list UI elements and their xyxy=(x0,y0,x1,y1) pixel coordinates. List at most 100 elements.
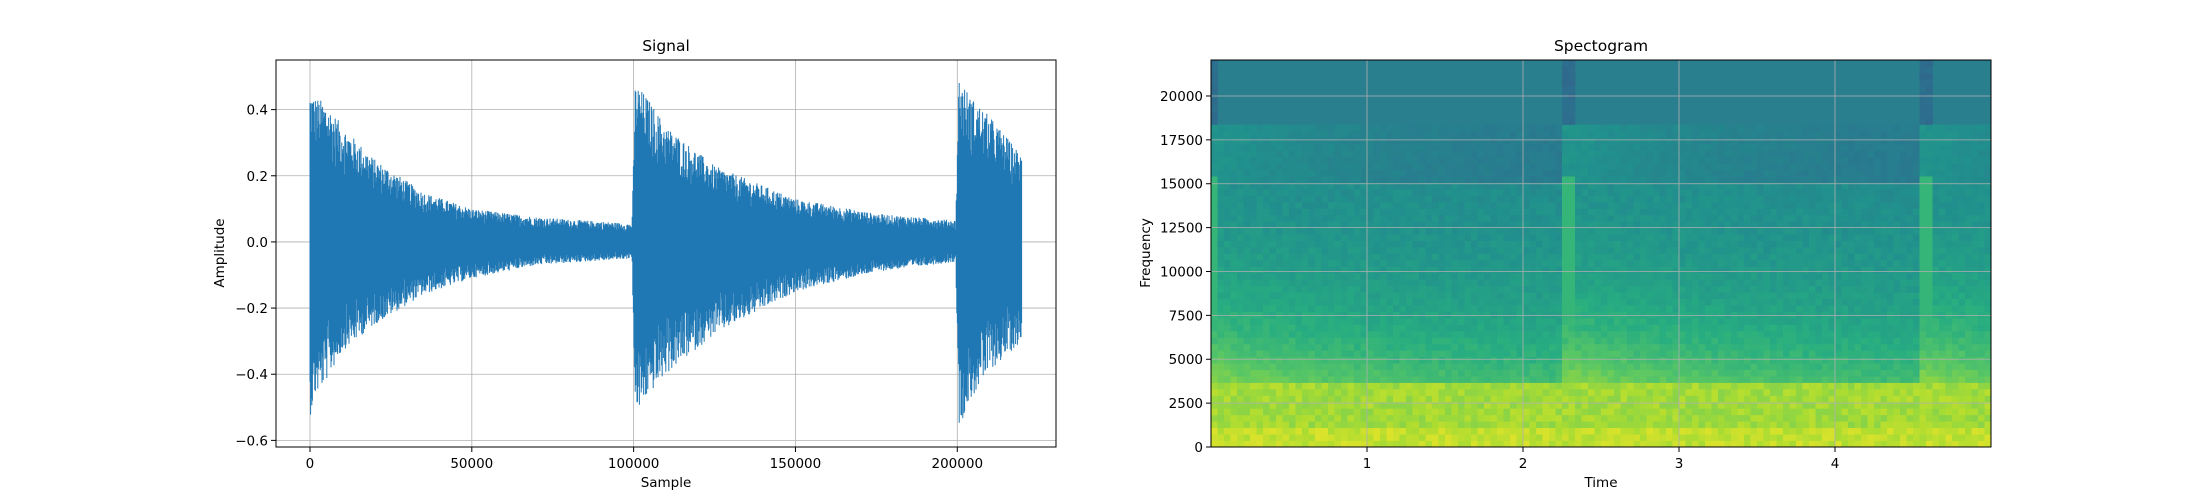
spectrogram-cell xyxy=(1542,279,1550,287)
spectrogram-cell xyxy=(1373,272,1381,280)
spectrogram-cell xyxy=(1458,234,1465,241)
spectrogram-cell xyxy=(1679,395,1686,403)
spectrogram-cell xyxy=(1445,253,1452,261)
spectrogram-cell xyxy=(1549,376,1556,383)
spectrogram-cell xyxy=(1328,182,1335,190)
spectrogram-cell xyxy=(1666,343,1673,351)
spectrogram-cell xyxy=(1529,369,1537,377)
spectrogram-cell xyxy=(1750,227,1758,235)
spectrogram-cell xyxy=(1542,214,1550,222)
spectrogram-cell xyxy=(1354,388,1361,396)
spectrogram-cell xyxy=(1503,434,1511,441)
spectrogram-cell xyxy=(1841,259,1849,267)
spectrogram-cell xyxy=(1237,324,1244,332)
spectrogram-cell xyxy=(1425,253,1433,261)
spectrogram-cell xyxy=(1763,408,1771,416)
spectrogram-cell xyxy=(1607,182,1615,190)
spectrogram-cell xyxy=(1633,227,1641,235)
spectrogram-cell xyxy=(1315,292,1322,300)
spectrogram-cell xyxy=(1640,240,1647,248)
spectrogram-cell xyxy=(1237,259,1244,267)
spectrogram-cell xyxy=(1536,169,1543,177)
spectrogram-cell xyxy=(1666,137,1673,145)
spectrogram-cell xyxy=(1679,195,1686,203)
spectrogram-cell xyxy=(1451,137,1459,145)
spectrogram-cell xyxy=(1614,176,1621,183)
spectrogram-cell xyxy=(1393,330,1400,338)
spectrogram-cell xyxy=(1594,292,1602,300)
spectrogram-cell xyxy=(1438,163,1446,171)
spectrogram-cell xyxy=(1562,421,1569,429)
spectrogram-cell xyxy=(1276,130,1283,138)
spectrogram-cell xyxy=(1555,401,1563,409)
spectrogram-cell xyxy=(1315,337,1322,345)
spectrogram-cell xyxy=(1386,227,1394,235)
spectrogram-cell xyxy=(1510,195,1517,203)
spectrogram-cell xyxy=(1451,208,1459,216)
spectrogram-cell xyxy=(1841,272,1849,280)
spectrogram-cell xyxy=(1666,408,1673,416)
spectrogram-cell xyxy=(1815,324,1823,332)
spectrogram-cell xyxy=(1783,369,1790,377)
spectrogram-cell xyxy=(1243,440,1251,447)
spectrogram-cell xyxy=(1341,208,1348,216)
spectrogram-cell xyxy=(1263,156,1270,164)
spectrogram-cell xyxy=(1263,163,1270,171)
spectrogram-cell xyxy=(1737,350,1745,358)
spectrogram-cell xyxy=(1503,124,1511,132)
spectrogram-cell xyxy=(1536,124,1543,132)
spectrogram-cell xyxy=(1471,440,1478,447)
spectrogram-cell xyxy=(1666,247,1673,254)
spectrogram-cell xyxy=(1607,130,1615,138)
spectrogram-cell xyxy=(1497,259,1504,267)
spectrogram-cell xyxy=(1724,356,1732,364)
spectrogram-cell xyxy=(1412,189,1420,196)
spectrogram-cell xyxy=(1607,330,1615,338)
spectrogram-cell xyxy=(1419,221,1426,229)
spectrogram-cell xyxy=(1503,363,1511,370)
spectrogram-cell xyxy=(1568,214,1576,222)
spectrogram-cell xyxy=(1763,214,1771,222)
spectrogram-cell xyxy=(1646,169,1654,177)
spectrogram-cell xyxy=(1367,266,1374,274)
spectrogram-cell xyxy=(1776,195,1784,203)
spectrogram-cell xyxy=(1555,130,1563,138)
spectrogram-cell xyxy=(1237,124,1244,132)
spectrogram-cell xyxy=(1594,343,1602,351)
spectrogram-cell xyxy=(1750,221,1758,229)
spectrogram-cell xyxy=(1367,337,1374,345)
spectrogram-cell xyxy=(1614,195,1621,203)
spectrogram-cell xyxy=(1315,240,1322,248)
spectrogram-cell xyxy=(1659,130,1667,138)
spectrogram-cell xyxy=(1341,414,1348,422)
spectrogram-cell xyxy=(1789,195,1797,203)
spectrogram-cell xyxy=(1789,201,1797,209)
spectrogram-cell xyxy=(1659,330,1667,338)
spectrogram-cell xyxy=(1607,143,1615,151)
spectrogram-cell xyxy=(1250,150,1257,158)
spectrogram-cell xyxy=(1685,137,1693,145)
spectrogram-cell xyxy=(1256,214,1264,222)
spectrogram-cell xyxy=(1334,214,1342,222)
spectrogram-cell xyxy=(1243,324,1251,332)
spectrogram-cell xyxy=(1783,427,1790,435)
spectrogram-cell xyxy=(1718,440,1725,447)
spectrogram-cell xyxy=(1412,376,1420,383)
spectrogram-cell xyxy=(1568,305,1576,312)
spectrogram-cell xyxy=(1367,388,1374,396)
spectrogram-cell xyxy=(1250,253,1257,261)
spectrogram-cell xyxy=(1516,176,1524,183)
spectrogram-cell xyxy=(1646,421,1654,429)
spectrogram-cell xyxy=(1367,130,1374,138)
spectrogram-cell xyxy=(1399,350,1407,358)
spectrogram-cell xyxy=(1705,298,1712,306)
spectrogram-cell xyxy=(1841,163,1849,171)
spectrogram-cell xyxy=(1269,369,1277,377)
spectrogram-cell xyxy=(1718,408,1725,416)
spectrogram-cell xyxy=(1757,376,1764,383)
spectrogram-cell xyxy=(1783,343,1790,351)
spectrogram-cell xyxy=(1763,208,1771,216)
spectrogram-cell xyxy=(1659,189,1667,196)
spectrogram-cell xyxy=(1542,363,1550,370)
spectrogram-cell xyxy=(1445,137,1452,145)
